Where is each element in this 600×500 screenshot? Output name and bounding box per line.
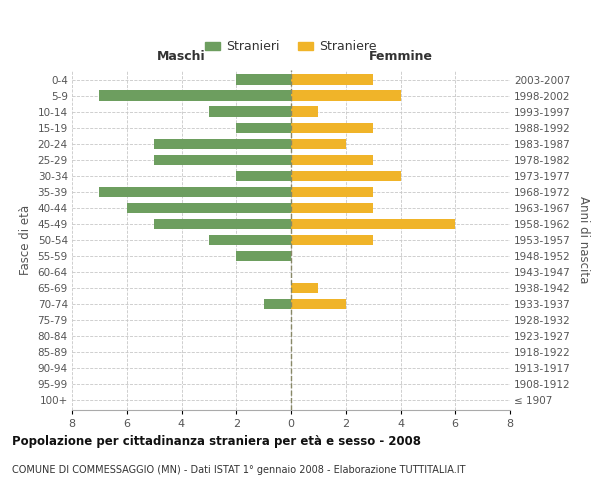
Text: COMUNE DI COMMESSAGGIO (MN) - Dati ISTAT 1° gennaio 2008 - Elaborazione TUTTITAL: COMUNE DI COMMESSAGGIO (MN) - Dati ISTAT… — [12, 465, 466, 475]
Bar — [291, 218, 455, 229]
Bar — [291, 202, 373, 213]
Bar — [291, 283, 319, 294]
Bar — [236, 251, 291, 261]
Bar — [291, 170, 401, 181]
Bar — [263, 299, 291, 310]
Bar — [236, 122, 291, 133]
Bar — [209, 106, 291, 117]
Bar — [291, 122, 373, 133]
Bar — [127, 202, 291, 213]
Y-axis label: Fasce di età: Fasce di età — [19, 205, 32, 275]
Bar — [291, 138, 346, 149]
Bar — [100, 186, 291, 197]
Bar — [154, 218, 291, 229]
Bar — [154, 138, 291, 149]
Text: Popolazione per cittadinanza straniera per età e sesso - 2008: Popolazione per cittadinanza straniera p… — [12, 435, 421, 448]
Bar — [154, 154, 291, 165]
Bar — [291, 154, 373, 165]
Bar — [291, 235, 373, 245]
Bar — [291, 106, 319, 117]
Bar — [236, 170, 291, 181]
Bar — [291, 299, 346, 310]
Bar — [291, 186, 373, 197]
Bar — [100, 90, 291, 101]
Y-axis label: Anni di nascita: Anni di nascita — [577, 196, 590, 284]
Bar — [291, 90, 401, 101]
Text: Femmine: Femmine — [368, 50, 433, 63]
Legend: Stranieri, Straniere: Stranieri, Straniere — [200, 36, 382, 59]
Text: Maschi: Maschi — [157, 50, 206, 63]
Bar — [236, 74, 291, 85]
Bar — [209, 235, 291, 245]
Bar — [291, 74, 373, 85]
